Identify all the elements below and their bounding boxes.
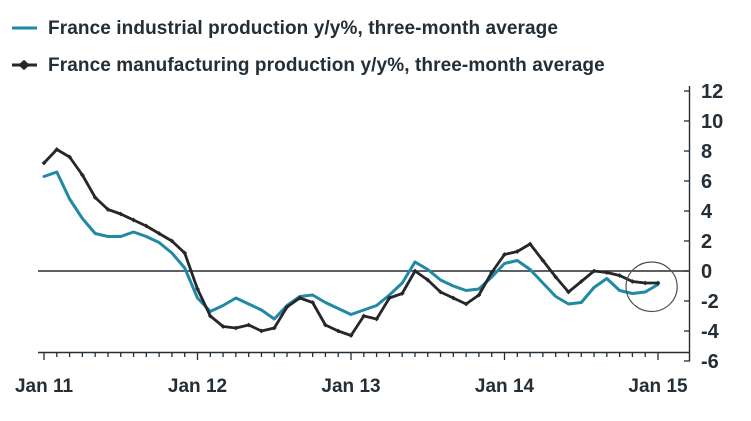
- manufacturing-production-line: [42, 148, 660, 337]
- y-tick-label: 6: [701, 171, 712, 193]
- data-point-diamond: [131, 217, 136, 223]
- data-point-diamond: [438, 289, 443, 295]
- x-tick-label: Jan 15: [628, 376, 688, 397]
- data-point-diamond: [604, 270, 610, 275]
- legend-item-industrial: France industrial production y/y%, three…: [10, 13, 605, 43]
- x-tick-label: Jan 12: [168, 376, 227, 397]
- industrial-production-line: [42, 170, 660, 321]
- data-point-diamond: [617, 273, 623, 278]
- data-point-diamond: [156, 231, 162, 236]
- data-point-diamond: [386, 295, 392, 301]
- data-point-diamond: [591, 268, 597, 274]
- data-point-diamond: [271, 325, 277, 331]
- y-tick-label: 0: [701, 261, 712, 283]
- data-point-diamond: [655, 280, 661, 286]
- data-point-diamond: [233, 325, 239, 331]
- data-point-diamond: [246, 322, 252, 328]
- industrial-line-swatch-icon: [12, 26, 37, 30]
- data-point-diamond: [578, 279, 584, 284]
- data-point-diamond: [67, 154, 72, 160]
- data-point-diamond: [361, 313, 367, 319]
- data-point-diamond: [310, 300, 316, 305]
- y-tick-label: 8: [701, 141, 712, 163]
- data-point-diamond: [297, 295, 303, 301]
- data-point-diamond: [207, 313, 213, 319]
- data-point-diamond: [182, 250, 188, 256]
- data-point-diamond: [284, 304, 290, 310]
- data-point-diamond: [259, 328, 264, 334]
- data-point-diamond: [195, 286, 200, 292]
- data-point-diamond: [335, 328, 341, 334]
- data-point-diamond: [118, 211, 124, 217]
- highlight-ellipse: [625, 261, 678, 313]
- data-point-diamond: [323, 322, 328, 328]
- data-point-diamond: [54, 147, 60, 152]
- y-tick-label: 4: [701, 201, 713, 223]
- data-point-diamond: [92, 195, 98, 200]
- data-point-diamond: [514, 249, 520, 254]
- data-point-diamond: [540, 258, 546, 263]
- y-tick-label: -4: [701, 321, 720, 343]
- data-point-diamond: [374, 316, 379, 322]
- data-point-diamond: [566, 289, 571, 295]
- manufacturing-line-swatch-icon: [12, 59, 37, 71]
- y-tick-label: 10: [701, 111, 723, 133]
- series-group: [41, 147, 661, 338]
- data-point-diamond: [41, 160, 47, 166]
- data-point-diamond: [489, 270, 495, 275]
- legend: France industrial production y/y%, three…: [10, 13, 605, 87]
- data-point-diamond: [463, 301, 469, 307]
- data-point-diamond: [502, 252, 507, 257]
- data-point-diamond: [450, 295, 456, 301]
- data-point-diamond: [105, 207, 111, 212]
- legend-label-manufacturing: France manufacturing production y/y%, th…: [48, 54, 605, 76]
- data-point-diamond: [399, 291, 405, 296]
- y-tick-label: 2: [701, 231, 712, 253]
- x-tick-label: Jan 11: [15, 376, 74, 397]
- legend-label-industrial: France industrial production y/y%, three…: [48, 17, 559, 39]
- x-tick-label: Jan 14: [475, 376, 535, 397]
- data-point-diamond: [143, 223, 149, 229]
- data-point-diamond: [527, 241, 533, 247]
- data-point-diamond: [425, 277, 431, 283]
- y-tick-label: -2: [701, 291, 719, 313]
- legend-item-manufacturing: France manufacturing production y/y%, th…: [10, 50, 605, 80]
- data-point-diamond: [79, 172, 85, 178]
- x-axis-group: Jan 11 Jan 12 Jan 13 Jan 14 Jan 15: [15, 351, 690, 397]
- y-axis-group: 12 10 8 6 4 2 0 -2 -4 -6: [684, 81, 723, 373]
- data-point-diamond: [169, 238, 175, 244]
- data-point-diamond: [642, 280, 648, 286]
- data-point-diamond: [476, 292, 482, 298]
- data-point-diamond: [553, 274, 559, 280]
- y-tick-label: -6: [701, 351, 719, 373]
- data-point-diamond: [412, 268, 418, 274]
- annotation-group: [625, 261, 678, 313]
- data-point-diamond: [348, 333, 354, 338]
- y-tick-label: 12: [701, 81, 723, 103]
- data-point-diamond: [220, 324, 226, 329]
- data-point-diamond: [630, 279, 635, 284]
- x-tick-label: Jan 13: [321, 376, 380, 397]
